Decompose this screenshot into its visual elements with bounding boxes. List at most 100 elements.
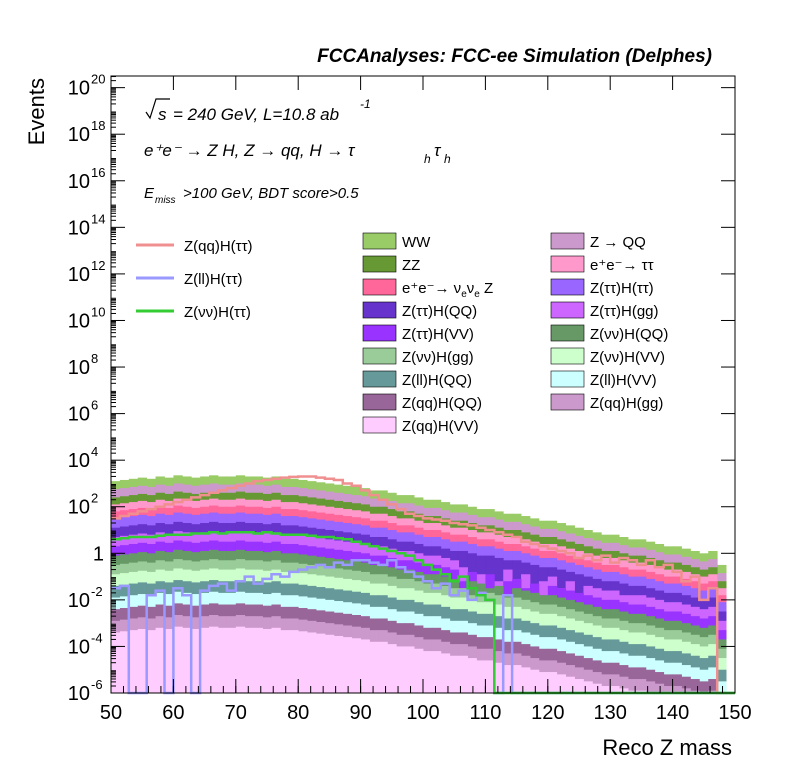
legend-label: Z(νν)H(QQ)	[590, 326, 668, 343]
bar	[717, 681, 727, 693]
bar	[574, 679, 584, 693]
x-tick-label: 140	[656, 702, 689, 724]
x-tick-label: 60	[162, 702, 184, 724]
legend-swatch	[550, 370, 585, 388]
bar	[307, 632, 317, 693]
legend-swatch	[362, 278, 397, 296]
bar	[672, 674, 682, 693]
bar	[182, 627, 192, 693]
bar	[342, 637, 353, 693]
bar	[556, 674, 567, 693]
legend-label: ZZ	[402, 257, 420, 274]
legend-label-signal: Z(ll)H(ττ)	[184, 271, 243, 288]
x-tick-label: 100	[406, 702, 439, 724]
bar	[592, 672, 602, 693]
bar	[601, 686, 611, 693]
x-tick-label: 80	[287, 702, 309, 724]
bar	[146, 630, 156, 693]
bar	[645, 681, 656, 693]
bar	[512, 665, 522, 693]
bar	[423, 651, 433, 693]
legend-label: e⁺e⁻→ ττ	[590, 257, 654, 274]
annotation-energy: s = 240 GeV, L=10.8 ab -1	[145, 97, 371, 124]
bar	[333, 635, 344, 693]
x-tick-label: 110	[469, 702, 501, 724]
legend-label: Z(ττ)H(ττ)	[590, 280, 654, 297]
bar	[628, 679, 638, 693]
selection-text: >100 GeV, BDT score>0.5	[183, 185, 359, 202]
lumi-exponent: -1	[360, 97, 371, 111]
legend-label: e⁺e⁻→ νeνe Z	[402, 280, 493, 300]
tau-subscript-2: h	[444, 152, 451, 166]
legend-swatch	[550, 278, 585, 296]
bar	[155, 627, 165, 693]
y-tick-label: 10	[68, 590, 90, 612]
x-tick-label: 50	[100, 702, 122, 724]
legend-label: Z(νν)H(VV)	[590, 349, 665, 366]
y-tick-label: 10	[68, 264, 90, 286]
y-tick-label: 10	[68, 404, 90, 426]
bar	[164, 628, 174, 693]
legend-label: Z(ττ)H(gg)	[590, 303, 659, 320]
legend-swatch	[362, 324, 397, 342]
legend-label: Z → QQ	[590, 234, 646, 251]
y-tick-label: 10	[68, 636, 90, 658]
y-tick-exponent: 16	[91, 165, 105, 180]
legend-swatch	[362, 301, 397, 319]
bar	[521, 667, 531, 693]
bar	[636, 679, 647, 693]
bar	[610, 686, 620, 693]
bar	[494, 662, 504, 693]
y-tick-exponent: 4	[91, 444, 98, 459]
bar	[128, 630, 139, 693]
bar	[610, 674, 620, 693]
bar	[529, 669, 540, 693]
y-axis-label: Events	[24, 78, 49, 145]
legend-label: Z(ll)H(VV)	[590, 372, 657, 389]
chart-header: FCCAnalyses: FCC-ee Simulation (Delphes)	[317, 46, 712, 67]
bar	[440, 653, 451, 693]
bar	[209, 626, 219, 693]
legend-swatch	[550, 393, 585, 411]
x-tick-label: 130	[594, 702, 627, 724]
y-tick-exponent: 6	[91, 398, 98, 413]
process-label: e⁺e⁻ → Z H, Z → qq, H → τ	[144, 141, 356, 160]
bar	[414, 648, 424, 693]
sqrt-s-label: s	[158, 105, 167, 124]
legend-swatch	[362, 370, 397, 388]
bar	[396, 646, 406, 693]
bar	[289, 630, 299, 693]
y-tick-exponent: 8	[91, 351, 98, 366]
y-tick-label: 1	[93, 543, 104, 565]
bar	[654, 683, 665, 693]
bar	[503, 665, 513, 693]
y-tick-label: 10	[68, 683, 90, 705]
bar	[690, 679, 700, 693]
bar	[119, 631, 130, 693]
y-tick-exponent: -6	[91, 677, 103, 692]
y-tick-label: 10	[68, 217, 90, 239]
x-tick-label: 70	[225, 702, 247, 724]
bar	[298, 631, 308, 693]
legend-swatch	[550, 255, 585, 273]
bar	[565, 676, 575, 693]
y-tick-label: 10	[68, 310, 90, 332]
legend-swatch	[362, 232, 397, 250]
x-tick-label: 150	[718, 702, 751, 724]
y-tick-label: 10	[68, 124, 90, 146]
legend: Z(qq)H(ττ) Z(ll)H(ττ) Z(νν)H(ττ) WW Z → QQ ZZ…	[136, 232, 668, 435]
bar	[601, 674, 611, 693]
bar	[405, 646, 415, 693]
y-tick-exponent: -4	[91, 630, 103, 645]
legend-label: Z(qq)H(QQ)	[402, 395, 482, 412]
tau-subscript-1: h	[424, 152, 431, 166]
bar	[378, 641, 388, 693]
bar	[663, 686, 673, 693]
bar	[672, 686, 682, 693]
bar	[217, 627, 228, 693]
legend-label: Z(qq)H(VV)	[402, 418, 479, 435]
legend-swatch	[362, 347, 397, 365]
y-tick-exponent: 10	[91, 304, 105, 319]
bar	[244, 627, 255, 693]
bar	[253, 627, 263, 693]
